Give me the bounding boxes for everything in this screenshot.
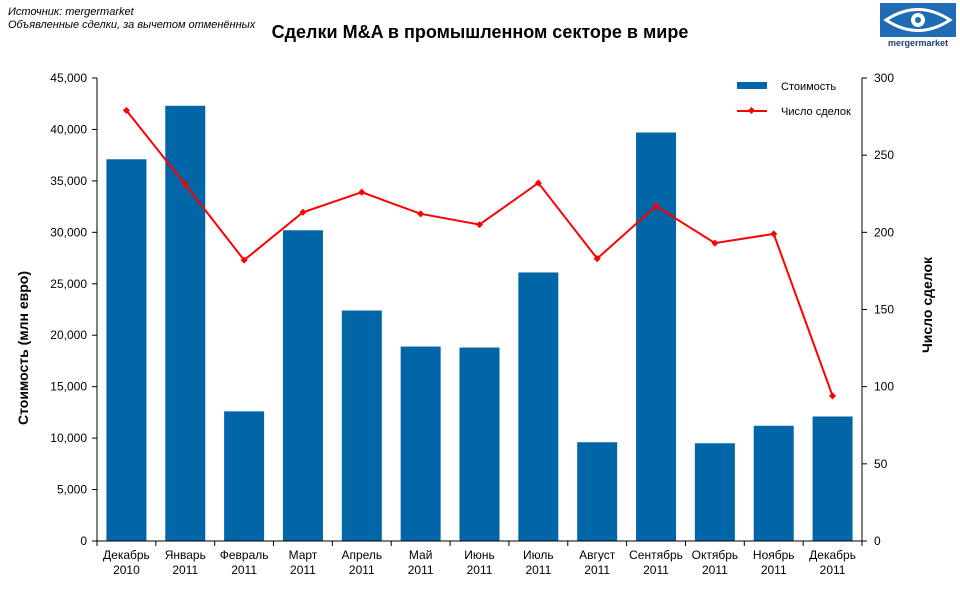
deal-count-point [122, 106, 130, 114]
deal-count-point [181, 180, 189, 189]
y-tick-label: 45,000 [50, 71, 87, 85]
x-tick-label-year: 2011 [231, 563, 257, 577]
x-tick-label-month: Декабрь [809, 548, 856, 562]
x-tick-label-year: 2011 [584, 563, 610, 577]
x-tick-label-year: 2011 [643, 563, 669, 577]
source-note: Источник: mergermarket Объявленные сделк… [8, 6, 255, 32]
y-tick-label: 5,000 [57, 483, 87, 497]
source-description: Объявленные сделки, за вычетом отменённы… [8, 19, 256, 31]
deal-count-point [829, 392, 837, 400]
bar [577, 442, 618, 541]
x-tick-label-month: Декабрь [103, 548, 150, 562]
x-tick-label-month: Март [289, 548, 318, 562]
logo-text: mergermarket [887, 38, 949, 48]
x-tick-label-year: 2010 [113, 563, 140, 577]
bar [694, 443, 735, 541]
mergermarket-logo: mergermarket [880, 3, 956, 49]
x-tick-label-year: 2011 [349, 563, 375, 577]
y2-tick-label: 250 [874, 148, 894, 162]
x-tick-label-year: 2011 [290, 563, 316, 577]
y-tick-label: 0 [80, 534, 87, 548]
y2-tick-label: 150 [874, 303, 894, 317]
bar [341, 310, 382, 541]
bar [282, 230, 323, 541]
bar [753, 425, 794, 541]
y-tick-label: 10,000 [50, 431, 87, 445]
deal-count-point [417, 210, 425, 218]
x-tick-label-year: 2011 [408, 563, 434, 577]
deal-count-point [711, 239, 719, 247]
x-tick-label-year: 2011 [761, 563, 787, 577]
x-tick-label-month: Август [579, 548, 616, 562]
bar [224, 411, 265, 541]
eye-logo-icon [880, 3, 956, 37]
y-tick-label: 30,000 [50, 225, 87, 239]
deal-count-point [240, 256, 248, 264]
y2-tick-label: 0 [874, 534, 881, 548]
chart-title: Сделки M&A в промышленном секторе в мире [271, 22, 689, 42]
y2-tick-label: 200 [874, 225, 894, 239]
x-tick-label-year: 2011 [702, 563, 728, 577]
deal-count-point [593, 255, 601, 263]
legend-bar-swatch [737, 82, 767, 89]
x-tick-label-year: 2011 [525, 563, 551, 577]
y2-axis-title: Число сделок [919, 256, 935, 353]
x-tick-label-month: Сентябрь [629, 548, 683, 562]
deal-count-point [358, 188, 366, 196]
bar [459, 347, 500, 541]
bar [165, 105, 206, 541]
y2-tick-label: 50 [874, 457, 888, 471]
legend: Стоимость Число сделок [737, 81, 851, 118]
legend-line-marker [747, 106, 756, 115]
y-tick-label: 35,000 [50, 174, 87, 188]
x-tick-label-year: 2011 [820, 563, 846, 577]
y-tick-label: 25,000 [50, 277, 87, 291]
deal-count-point [770, 230, 778, 238]
deal-count-point [652, 202, 660, 210]
y2-tick-label: 300 [874, 71, 894, 85]
x-tick-label-month: Июнь [464, 548, 495, 562]
bar [812, 416, 853, 541]
x-tick-label-year: 2011 [467, 563, 493, 577]
x-tick-label-month: Апрель [341, 548, 382, 562]
y-axis-title: Стоимость (млн евро) [15, 271, 31, 425]
x-tick-label-month: Февраль [220, 548, 269, 562]
deal-count-point [299, 208, 307, 216]
bar [400, 346, 441, 541]
bar [106, 159, 147, 541]
deal-count-point [475, 221, 484, 229]
bar [518, 272, 559, 541]
x-tick-label-year: 2011 [172, 563, 198, 577]
x-tick-label-month: Ноябрь [753, 548, 795, 562]
y-tick-label: 40,000 [50, 122, 87, 136]
y2-tick-label: 100 [874, 380, 894, 394]
x-tick-label-month: Октябрь [692, 548, 739, 562]
x-tick-label-month: Май [409, 548, 433, 562]
bar [636, 132, 677, 541]
deal-count-point [534, 179, 542, 187]
y-tick-label: 15,000 [50, 380, 87, 394]
legend-line-label: Число сделок [781, 106, 851, 118]
x-tick-label-month: Январь [165, 548, 206, 562]
y-tick-label: 20,000 [50, 328, 87, 342]
source-line: Источник: mergermarket [8, 6, 134, 18]
x-tick-label-month: Июль [523, 548, 554, 562]
legend-bar-label: Стоимость [781, 81, 836, 93]
